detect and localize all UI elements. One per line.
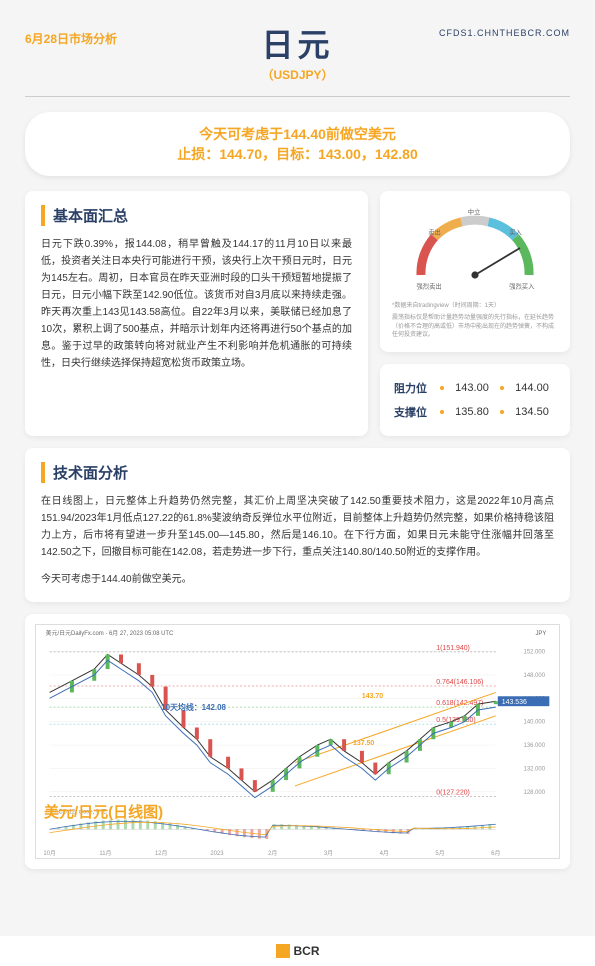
header: 6月28日市场分析 日元 （USDJPY） CFDS1.CHNTHEBCR.CO… — [0, 0, 595, 88]
fundamental-card: 基本面汇总 日元下跌0.39%，报144.08，稍早曾触及144.17的11月1… — [25, 191, 368, 436]
sentiment-gauge: 强烈卖出 卖出 中立 买入 强烈买入 — [400, 203, 550, 293]
footer: BCR — [0, 936, 595, 966]
footer-logo-icon — [276, 944, 290, 958]
dot-icon — [500, 386, 504, 390]
svg-text:强烈买入: 强烈买入 — [509, 282, 535, 291]
date-label: 6月28日市场分析 — [25, 30, 117, 47]
svg-text:11月: 11月 — [99, 850, 111, 857]
svg-text:3月: 3月 — [324, 850, 333, 857]
resistance-row: 阻力位 143.00 144.00 — [394, 376, 556, 400]
resistance-val-1: 143.00 — [448, 382, 496, 394]
svg-text:JPY: JPY — [535, 630, 546, 636]
technical-text2: 今天可考虑于144.40前做空美元。 — [41, 571, 554, 588]
svg-text:中立: 中立 — [468, 207, 481, 216]
svg-text:143.70: 143.70 — [362, 693, 383, 700]
fundamental-title: 基本面汇总 — [41, 205, 352, 226]
dot-icon — [500, 410, 504, 414]
svg-text:128.000: 128.000 — [524, 789, 546, 795]
svg-text:0.764(146.106): 0.764(146.106) — [436, 679, 483, 686]
svg-text:136.000: 136.000 — [524, 743, 546, 749]
svg-text:买入: 买入 — [509, 229, 522, 237]
svg-text:12月: 12月 — [155, 850, 168, 857]
footer-brand: BCR — [294, 944, 320, 958]
support-val-2: 134.50 — [508, 406, 556, 418]
support-val-1: 135.80 — [448, 406, 496, 418]
svg-text:10天均线：142.08: 10天均线：142.08 — [161, 702, 226, 712]
right-column: 强烈卖出 卖出 中立 买入 强烈买入 *数据来自tradingview（时间周期… — [380, 191, 570, 436]
dot-icon — [440, 410, 444, 414]
site-url: CFDS1.CHNTHEBCR.COM — [439, 28, 570, 38]
fundamental-text: 日元下跌0.39%，报144.08，稍早曾触及144.17的11月10日以来最低… — [41, 236, 352, 372]
svg-text:0(127.220): 0(127.220) — [436, 789, 470, 796]
svg-text:132.000: 132.000 — [524, 766, 546, 772]
main-row: 基本面汇总 日元下跌0.39%，报144.08，稍早曾触及144.17的11月1… — [0, 191, 595, 436]
technical-text1: 在日线图上，日元整体上升趋势仍然完整，其汇价上周坚决突破了142.50重要技术阻… — [41, 493, 554, 561]
banner-line2: 止损：144.70，目标：143.00，142.80 — [45, 144, 550, 164]
svg-text:强烈卖出: 强烈卖出 — [417, 282, 442, 291]
svg-text:0.5(139.580): 0.5(139.580) — [436, 717, 475, 724]
technical-title: 技术面分析 — [41, 462, 554, 483]
svg-text:143.536: 143.536 — [502, 699, 527, 706]
svg-text:2月: 2月 — [268, 850, 277, 857]
chart-card: 美元/日元DailyFx.com · 6月 27, 2023 05:08 UTC… — [25, 614, 570, 869]
svg-text:10月: 10月 — [43, 850, 56, 857]
svg-text:5月: 5月 — [435, 850, 444, 857]
recommendation-banner: 今天可考虑于144.40前做空美元 止损：144.70，目标：143.00，14… — [25, 112, 570, 176]
resistance-val-2: 144.00 — [508, 382, 556, 394]
svg-text:美元/日元DailyFx.com · 6月 27, 2023: 美元/日元DailyFx.com · 6月 27, 2023 05:08 UTC — [46, 628, 174, 636]
support-row: 支撑位 135.80 134.50 — [394, 400, 556, 424]
support-label: 支撑位 — [394, 404, 436, 420]
svg-text:148.000: 148.000 — [524, 672, 546, 678]
header-divider — [25, 96, 570, 97]
svg-text:152.000: 152.000 — [524, 649, 546, 655]
svg-text:140.000: 140.000 — [524, 719, 546, 725]
svg-text:4月: 4月 — [380, 850, 389, 857]
svg-text:1(151.940): 1(151.940) — [436, 644, 470, 651]
resistance-label: 阻力位 — [394, 380, 436, 396]
chart-container: 美元/日元DailyFx.com · 6月 27, 2023 05:08 UTC… — [35, 624, 560, 859]
subtitle: （USDJPY） — [25, 66, 570, 83]
svg-text:卖出: 卖出 — [428, 228, 441, 237]
price-chart: 美元/日元DailyFx.com · 6月 27, 2023 05:08 UTC… — [36, 625, 559, 858]
banner-line1: 今天可考虑于144.40前做空美元 — [45, 124, 550, 144]
dot-icon — [440, 386, 444, 390]
svg-text:2023: 2023 — [210, 851, 224, 857]
levels-card: 阻力位 143.00 144.00 支撑位 135.80 134.50 — [380, 364, 570, 436]
chart-title: 美元/日元(日线图) — [44, 801, 163, 822]
gauge-note1: *数据来自tradingview（时间周期：1天） — [392, 302, 558, 310]
svg-text:137.50: 137.50 — [353, 740, 374, 747]
gauge-card: 强烈卖出 卖出 中立 买入 强烈买入 *数据来自tradingview（时间周期… — [380, 191, 570, 352]
gauge-note2: 震荡指标仅是帮助计量趋势动量强度的先行指标，在延长趋势（价格不合理的高或低）市场… — [392, 314, 558, 339]
technical-card: 技术面分析 在日线图上，日元整体上升趋势仍然完整，其汇价上周坚决突破了142.5… — [25, 448, 570, 602]
svg-text:6月: 6月 — [491, 850, 500, 857]
